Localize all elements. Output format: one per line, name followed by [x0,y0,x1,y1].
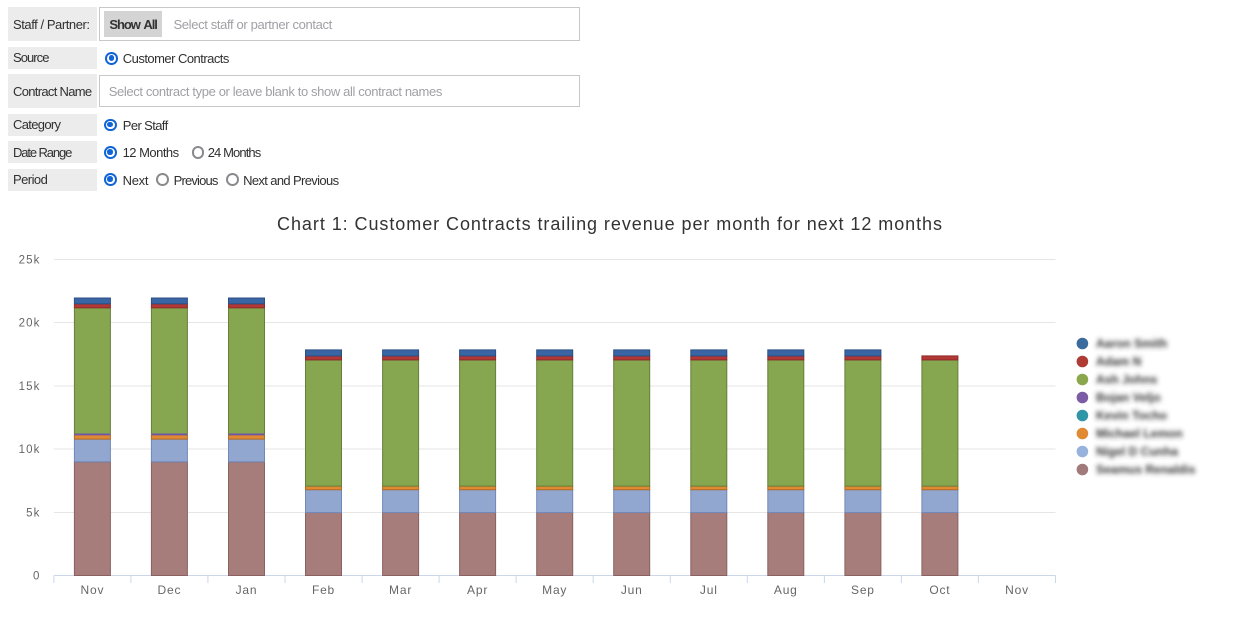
svg-text:Kevin Tocho: Kevin Tocho [1096,409,1167,423]
svg-text:Adam N: Adam N [1096,355,1141,369]
svg-text:Bojan Veljo: Bojan Veljo [1096,391,1161,405]
svg-text:Jun: Jun [621,583,643,597]
svg-text:Nov: Nov [81,583,105,597]
svg-text:Aug: Aug [774,583,798,597]
svg-text:Dec: Dec [158,583,182,597]
svg-text:15k: 15k [19,381,41,393]
svg-text:Aaron Smith: Aaron Smith [1096,337,1167,351]
svg-text:Jan: Jan [236,583,258,597]
svg-text:25k: 25k [19,255,41,267]
svg-text:0: 0 [33,571,41,583]
svg-text:Nigel D Cunha: Nigel D Cunha [1096,445,1178,459]
svg-text:5k: 5k [26,508,40,520]
svg-text:Nov: Nov [1005,583,1029,597]
svg-text:May: May [542,583,567,597]
svg-text:Ash Johns: Ash Johns [1096,373,1158,387]
svg-text:Feb: Feb [312,583,335,597]
svg-text:Oct: Oct [929,583,950,597]
svg-text:Apr: Apr [467,583,488,597]
svg-text:Mar: Mar [389,583,412,597]
svg-text:20k: 20k [19,318,41,330]
svg-text:Sep: Sep [851,583,875,597]
svg-text:Chart 1: Customer Contracts tr: Chart 1: Customer Contracts trailing rev… [277,214,943,234]
svg-text:Seamus Renaldis: Seamus Renaldis [1096,463,1196,477]
svg-text:Michael Lemon: Michael Lemon [1096,427,1183,441]
svg-text:10k: 10k [19,444,41,456]
svg-text:Jul: Jul [700,583,718,597]
